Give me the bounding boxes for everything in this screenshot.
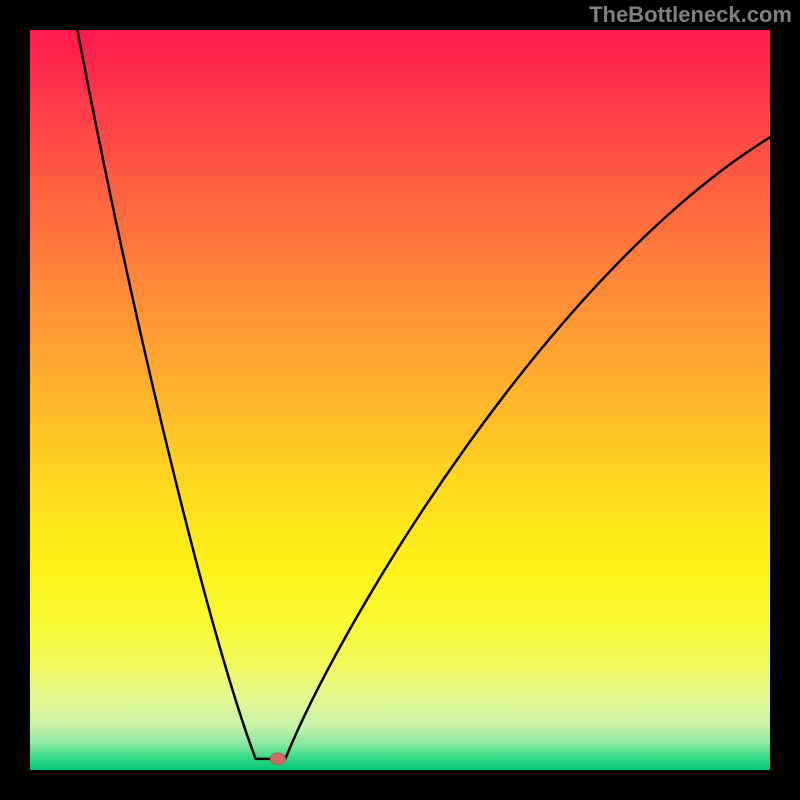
watermark-text: TheBottleneck.com bbox=[589, 2, 792, 28]
min-marker bbox=[270, 753, 286, 765]
chart-svg bbox=[0, 0, 800, 800]
chart-background bbox=[30, 30, 770, 770]
